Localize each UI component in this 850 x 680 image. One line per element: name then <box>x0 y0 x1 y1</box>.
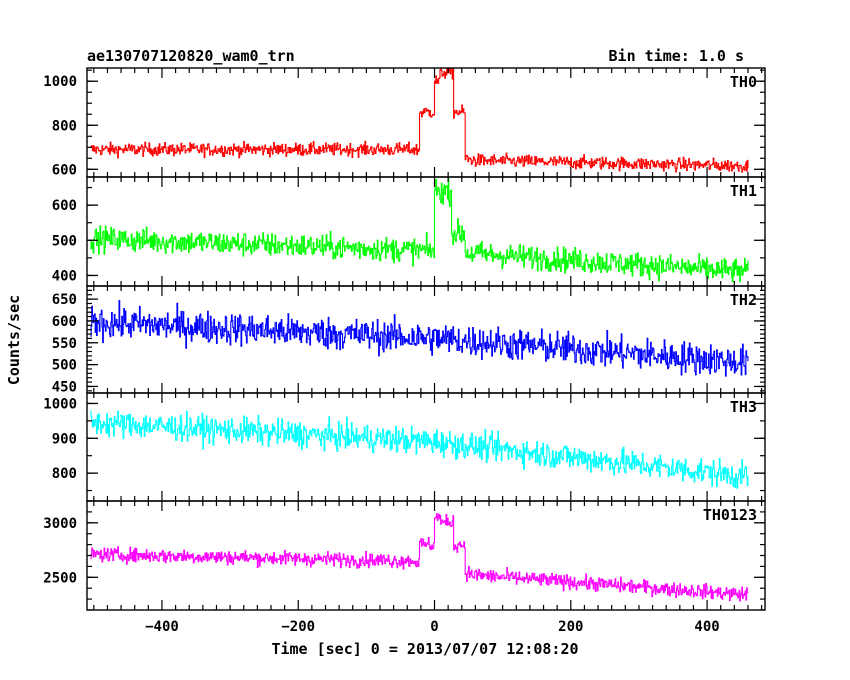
y-tick-label: 400 <box>52 268 77 284</box>
y-tick-label: 3000 <box>43 516 77 532</box>
panel-th2: TH2 450 500 550 600 650 <box>52 285 766 395</box>
series-line-th2 <box>90 300 749 377</box>
y-tick-label: 1000 <box>43 74 77 90</box>
y-tick-label: 800 <box>52 466 77 482</box>
panel-th1: TH1 400 500 600 <box>52 176 766 287</box>
panel-frame <box>86 392 766 502</box>
series-line-th0123 <box>90 513 749 602</box>
x-tick-label: 400 <box>694 619 719 635</box>
y-tick-label: 500 <box>52 358 77 374</box>
panel-label-th0: TH0 <box>730 73 757 91</box>
panel-th3: TH3 800 900 1000 <box>43 392 766 502</box>
panel-label-th3: TH3 <box>730 398 757 416</box>
panel-label-th0123: TH0123 <box>703 506 757 524</box>
x-tick-label: 0 <box>430 619 438 635</box>
panel-label-th2: TH2 <box>730 291 757 309</box>
y-tick-label: 550 <box>52 336 77 352</box>
obs-id-title: ae130707120820_wam0_trn <box>87 47 295 65</box>
x-tick-label: −400 <box>145 619 179 635</box>
y-tick-label: 800 <box>52 118 77 134</box>
y-tick-label: 2500 <box>43 570 77 586</box>
panel-th0: TH0 600 800 1000 <box>43 67 766 178</box>
y-axis-label: Counts/sec <box>5 295 23 385</box>
panel-frame <box>86 67 766 178</box>
y-tick-label: 900 <box>52 431 77 447</box>
y-tick-label: 1000 <box>43 396 77 412</box>
x-tick-labels: −400 −200 0 200 400 <box>145 619 720 635</box>
panel-label-th1: TH1 <box>730 182 757 200</box>
y-tick-label: 500 <box>52 233 77 249</box>
panel-th0123: TH0123 2500 3000 <box>43 500 766 611</box>
y-tick-label: 450 <box>52 379 77 395</box>
y-tick-label: 650 <box>52 292 77 308</box>
series-line-th1 <box>90 177 749 283</box>
y-tick-label: 600 <box>52 162 77 178</box>
panels-group: TH0 600 800 1000 TH1 400 500 600 TH2 450 500 550 600… <box>43 67 766 611</box>
series-line-th0 <box>90 68 749 173</box>
x-tick-label: −200 <box>281 619 315 635</box>
x-axis-label: Time [sec] 0 = 2013/07/07 12:08:20 <box>271 640 578 658</box>
x-tick-label: 200 <box>558 619 583 635</box>
series-line-th3 <box>90 410 749 489</box>
y-tick-label: 600 <box>52 314 77 330</box>
bin-time-label: Bin time: 1.0 s <box>609 47 744 65</box>
y-tick-label: 600 <box>52 198 77 214</box>
